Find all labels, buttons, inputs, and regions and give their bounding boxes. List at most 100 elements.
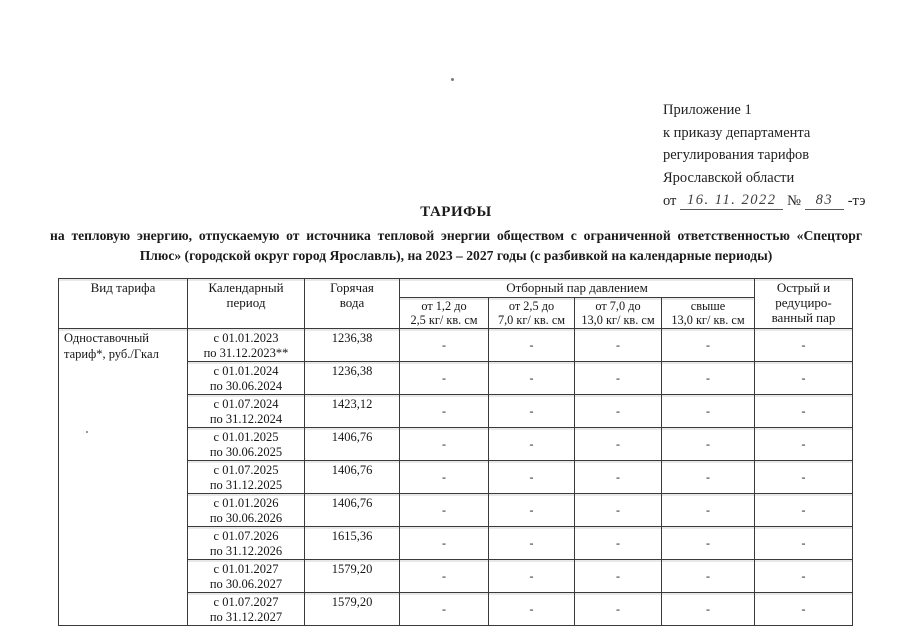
steam-value-3: - bbox=[574, 559, 662, 593]
steam-value-2: - bbox=[488, 460, 575, 494]
steam-value-1: - bbox=[399, 526, 489, 560]
period-cell: с 01.01.2027 по 30.06.2027 bbox=[187, 559, 305, 593]
steam-value-2: - bbox=[488, 427, 575, 461]
header-steam-col-3: от 7,0 до 13,0 кг/ кв. см bbox=[574, 297, 662, 329]
period-to: по 30.06.2024 bbox=[209, 378, 283, 393]
period-cell: с 01.01.2026 по 30.06.2026 bbox=[187, 493, 305, 527]
header-sharp-steam: Острый и редуциро- ванный пар bbox=[754, 278, 854, 329]
steam-value-1: - bbox=[399, 427, 489, 461]
hot-water-value: 1615,36 bbox=[304, 526, 400, 560]
hot-water-value: 1406,76 bbox=[304, 427, 400, 461]
period-cell: с 01.07.2024 по 31.12.2024 bbox=[187, 394, 305, 428]
period-from: с 01.01.2024 bbox=[213, 364, 279, 378]
sharp-steam-value: - bbox=[754, 592, 854, 626]
order-number-suffix: -тэ bbox=[847, 193, 866, 209]
period-to: по 31.12.2026 bbox=[209, 543, 283, 558]
hot-water-value: 1579,20 bbox=[304, 559, 400, 593]
period-to: по 31.12.2027 bbox=[209, 609, 283, 624]
header-hot-water: Горячая вода bbox=[304, 278, 400, 329]
sharp-steam-value: - bbox=[754, 361, 854, 395]
steam-value-2: - bbox=[488, 394, 575, 428]
steam-value-4: - bbox=[660, 328, 756, 362]
handwritten-date: 16. 11. 2022 bbox=[680, 192, 784, 210]
steam-value-4: - bbox=[660, 394, 756, 428]
document-title: ТАРИФЫ bbox=[420, 204, 492, 220]
steam-value-2: - bbox=[488, 559, 575, 593]
steam-value-2: - bbox=[488, 493, 575, 527]
steam-value-3: - bbox=[574, 460, 662, 494]
header-steam-col-1: от 1,2 до 2,5 кг/ кв. см bbox=[399, 297, 489, 329]
table-row: с 01.01.2026 по 30.06.2026 1406,76 - - - … bbox=[59, 493, 854, 527]
sharp-steam-value: - bbox=[754, 460, 854, 494]
tariff-label: Одноставочный тариф*, руб./Гкал bbox=[58, 328, 188, 626]
number-sign: № bbox=[787, 193, 801, 209]
period-from: с 01.07.2026 bbox=[213, 529, 279, 543]
period-to: по 30.06.2027 bbox=[209, 576, 283, 591]
annex-line: к приказу департамента bbox=[663, 124, 811, 141]
period-to: по 31.12.2024 bbox=[209, 411, 283, 426]
table-row: Одноставочный тариф*, руб./Гкал с 01.01.… bbox=[58, 328, 854, 626]
header-calendar-period: Календарный период bbox=[187, 278, 305, 329]
steam-value-1: - bbox=[399, 361, 489, 395]
annex-line: Приложение 1 bbox=[663, 102, 752, 118]
steam-value-3: - bbox=[574, 526, 662, 560]
tariff-table: Вид тарифа Календарный период Горячая во… bbox=[58, 278, 854, 626]
period-cell: с 01.07.2026 по 31.12.2026 bbox=[187, 526, 305, 560]
table-row: с 01.01.2027 по 30.06.2027 1579,20 - - - … bbox=[59, 559, 854, 593]
period-cell: с 01.01.2024 по 30.06.2024 bbox=[187, 361, 305, 395]
header-steam-col-2: от 2,5 до 7,0 кг/ кв. см bbox=[488, 297, 575, 329]
steam-value-3: - bbox=[574, 328, 662, 362]
sharp-steam-value: - bbox=[754, 559, 854, 593]
period-to: по 31.12.2023** bbox=[203, 345, 289, 360]
table-row: с 01.07.2027 по 31.12.2027 1579,20 - - - … bbox=[59, 592, 854, 626]
steam-value-1: - bbox=[399, 328, 489, 362]
hot-water-value: 1406,76 bbox=[304, 460, 400, 494]
steam-value-1: - bbox=[399, 394, 489, 428]
date-prefix: от bbox=[663, 193, 677, 209]
annex-line: Ярославской области bbox=[663, 169, 795, 186]
steam-value-1: - bbox=[399, 592, 489, 626]
steam-value-1: - bbox=[399, 460, 489, 494]
hot-water-value: 1236,38 bbox=[304, 361, 400, 395]
document-subtitle: на тепловую энергию, отпускаемую от исто… bbox=[50, 228, 862, 263]
steam-value-4: - bbox=[660, 559, 756, 593]
sharp-steam-value: - bbox=[754, 394, 854, 428]
table-row: с 01.01.2025 по 30.06.2025 1406,76 - - - … bbox=[59, 427, 854, 461]
steam-value-3: - bbox=[574, 394, 662, 428]
period-cell: с 01.07.2025 по 31.12.2025 bbox=[187, 460, 305, 494]
steam-value-2: - bbox=[488, 526, 575, 560]
steam-value-3: - bbox=[574, 493, 662, 527]
period-to: по 30.06.2025 bbox=[209, 444, 283, 459]
period-cell: с 01.01.2023 по 31.12.2023** bbox=[187, 328, 305, 362]
period-to: по 31.12.2025 bbox=[209, 477, 283, 492]
sharp-steam-value: - bbox=[754, 328, 854, 362]
steam-value-2: - bbox=[488, 328, 575, 362]
steam-value-2: - bbox=[488, 592, 575, 626]
annex-line: регулирования тарифов bbox=[663, 147, 810, 163]
period-to: по 30.06.2026 bbox=[209, 510, 283, 525]
period-from: с 01.07.2027 bbox=[213, 595, 279, 609]
steam-value-4: - bbox=[660, 592, 756, 626]
steam-value-1: - bbox=[399, 559, 489, 593]
annex-block: Приложение 1 к приказу департамента регу… bbox=[663, 99, 905, 213]
period-from: с 01.07.2025 bbox=[213, 463, 279, 477]
order-date-line: от 16. 11. 2022 № 83 -тэ bbox=[663, 190, 905, 213]
steam-value-4: - bbox=[660, 493, 756, 527]
period-cell: с 01.07.2027 по 31.12.2027 bbox=[187, 592, 305, 626]
period-from: с 01.07.2024 bbox=[213, 397, 279, 411]
header-tariff-type: Вид тарифа bbox=[58, 278, 188, 329]
table-row: с 01.01.2024 по 30.06.2024 1236,38 - - - … bbox=[59, 361, 854, 395]
steam-value-3: - bbox=[574, 592, 662, 626]
steam-value-4: - bbox=[660, 427, 756, 461]
steam-value-4: - bbox=[660, 361, 756, 395]
title-block: ТАРИФЫ на тепловую энергию, отпускаемую … bbox=[50, 204, 862, 266]
hot-water-value: 1423,12 bbox=[304, 394, 400, 428]
steam-value-3: - bbox=[574, 361, 662, 395]
steam-value-4: - bbox=[660, 460, 756, 494]
hot-water-value: 1406,76 bbox=[304, 493, 400, 527]
steam-value-3: - bbox=[574, 427, 662, 461]
hot-water-value: 1236,38 bbox=[304, 328, 400, 362]
header-steam-group: Отборный пар давлением bbox=[398, 278, 756, 298]
period-from: с 01.01.2023 bbox=[213, 331, 279, 345]
period-from: с 01.01.2026 bbox=[213, 496, 279, 510]
